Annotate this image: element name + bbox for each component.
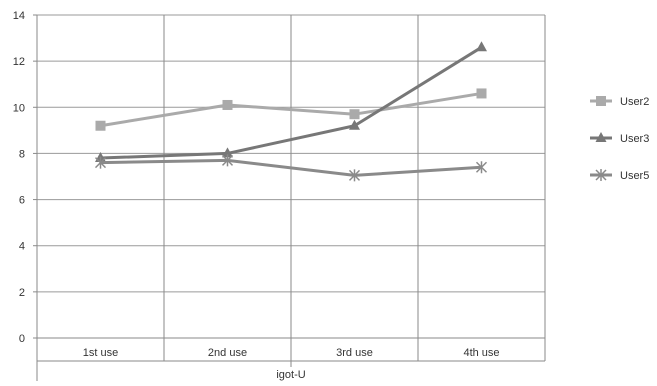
data-point xyxy=(476,88,487,99)
data-point xyxy=(349,109,360,120)
axes: 0 2 4 6 8 10 12 14 1st use 2nd use 3rd use 4th use i… xyxy=(13,10,545,381)
data-point xyxy=(595,132,607,142)
y-tick-label: 2 xyxy=(19,287,25,299)
data-point xyxy=(348,169,361,182)
series-group xyxy=(94,41,488,182)
data-point xyxy=(94,156,107,169)
series-line xyxy=(100,91,482,128)
legend: User2 User3 User5 xyxy=(590,96,649,182)
legend-item-user5: User5 xyxy=(590,169,649,182)
series-line xyxy=(100,158,482,177)
legend-label: User5 xyxy=(620,170,649,182)
series-line xyxy=(100,46,483,160)
data-point xyxy=(595,169,607,181)
data-point xyxy=(596,96,606,106)
y-tick-label: 12 xyxy=(13,56,25,68)
y-tick-label: 4 xyxy=(19,241,25,253)
y-tick-label: 14 xyxy=(13,10,25,22)
x-tick-label: 4th use xyxy=(463,347,499,359)
data-point xyxy=(476,41,487,52)
grid xyxy=(36,14,546,381)
series-user5 xyxy=(94,154,488,182)
y-tick-label: 0 xyxy=(19,333,25,345)
legend-label: User3 xyxy=(620,133,649,145)
data-point xyxy=(349,119,360,130)
data-point xyxy=(222,147,233,158)
data-point xyxy=(95,120,106,131)
data-point xyxy=(221,154,234,167)
legend-item-user3: User3 xyxy=(590,132,649,145)
legend-label: User2 xyxy=(620,96,649,108)
y-tick-label: 10 xyxy=(13,102,25,114)
x-tick-label: 2nd use xyxy=(208,347,247,359)
series-user2 xyxy=(95,88,487,131)
data-point xyxy=(475,161,488,174)
legend-item-user2: User2 xyxy=(590,96,649,108)
x-tick-label: 1st use xyxy=(83,347,118,359)
y-tick-label: 8 xyxy=(19,148,25,160)
y-tick-label: 6 xyxy=(19,195,25,207)
x-tick-label: 3rd use xyxy=(336,347,373,359)
data-point xyxy=(222,99,233,110)
x-group-label: igot-U xyxy=(276,369,305,381)
